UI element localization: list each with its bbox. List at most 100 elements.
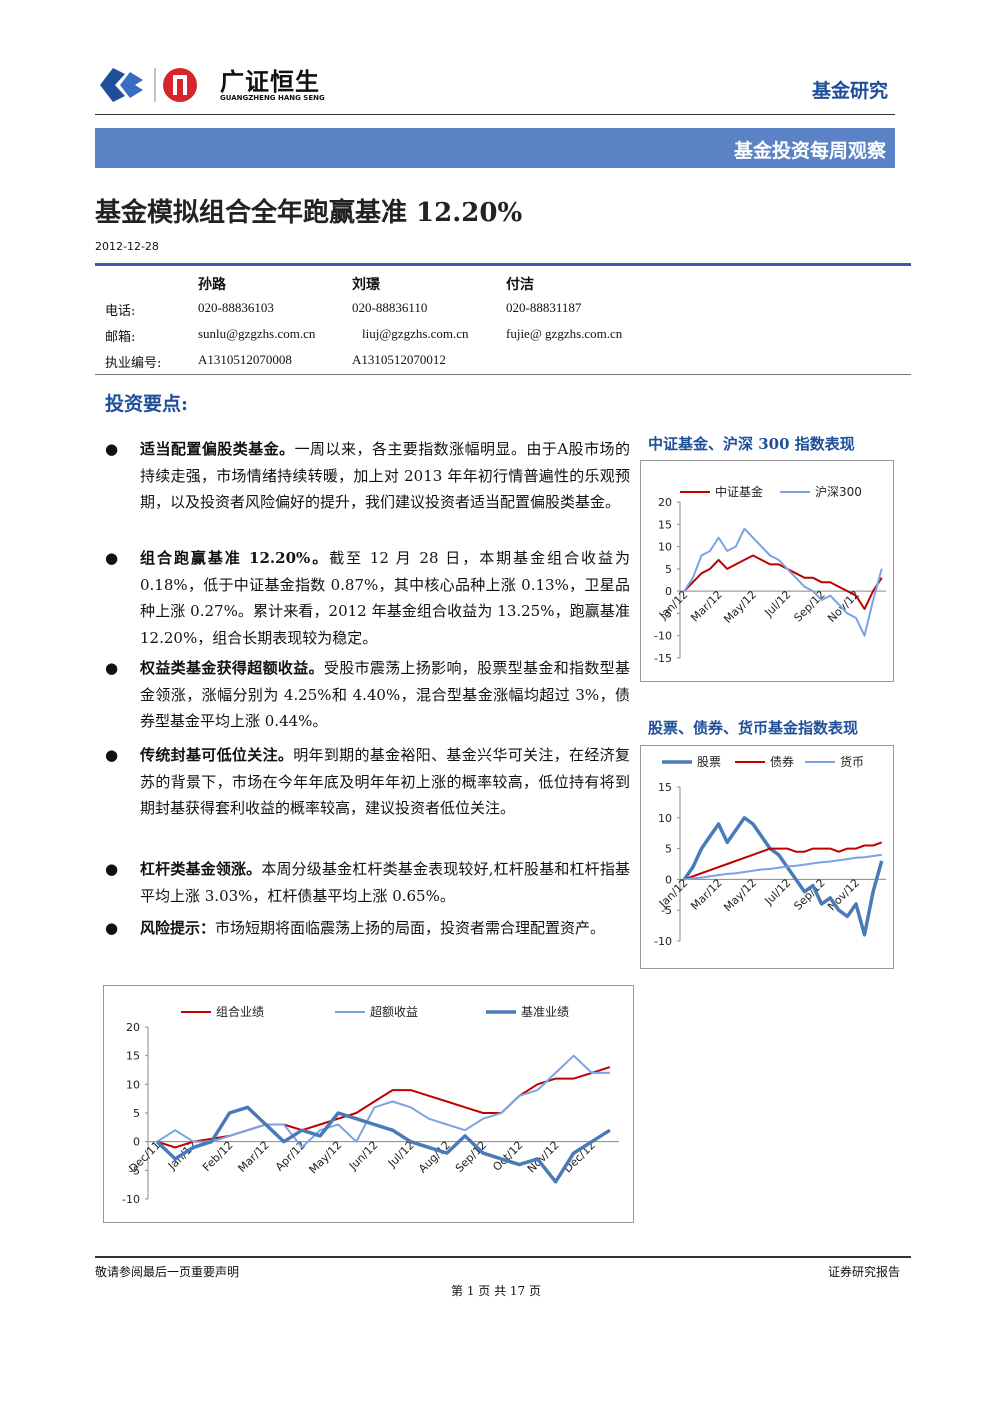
company-en: GUANGZHENG HANG SENG [220, 94, 325, 102]
heading: 投资要点: [105, 393, 189, 415]
page-number: 第 1 页 共 17 页 [451, 1284, 541, 1298]
chart-frame [640, 745, 894, 969]
rule [95, 263, 911, 266]
legend-label: 中证基金 [715, 484, 763, 499]
text: 截至 12 月 28 日，本期基金组合收益为 0.18%，低于中证基金指数 0.… [140, 549, 630, 647]
y-tick-label: 10 [658, 812, 672, 825]
y-tick-label: -15 [654, 652, 672, 665]
author-name: 孙路 [198, 277, 226, 293]
rule [95, 114, 895, 115]
bullet-text: 组合跑赢基准 12.20%。截至 12 月 28 日，本期基金组合收益为 0.1… [140, 545, 630, 651]
legend-label: 超额收益 [370, 1004, 418, 1019]
legend-label: 沪深300 [815, 485, 862, 499]
bullet-item: ● 杠杆类基金领涨。本周分级基金杠杆类基金表现较好,杠杆股基和杠杆指基平均上涨 3… [105, 856, 630, 909]
chart-title: 股票、债券、货币基金指数表现 [648, 719, 859, 737]
title: 基金模拟组合全年跑赢基准 12.20% [95, 198, 523, 228]
row-label: 邮箱: [105, 330, 136, 345]
y-tick-label: 15 [126, 1050, 140, 1063]
bullet: ● [105, 860, 119, 878]
rule [95, 1256, 911, 1258]
lead: 传统封基可低位关注。 [140, 746, 294, 764]
y-tick-label: -10 [122, 1193, 140, 1206]
text: 市场短期将面临震荡上扬的局面，投资者需合理配置资产。 [215, 919, 606, 937]
logo [100, 68, 197, 102]
section: 基金研究 [811, 80, 888, 102]
lead: 权益类基金获得超额收益。 [140, 659, 324, 677]
bullet-item: ● 风险提示：市场短期将面临震荡上扬的局面，投资者需合理配置资产。 [105, 915, 630, 942]
y-tick-label: 5 [665, 843, 672, 856]
bullet-text: 适当配置偏股类基金。一周以来，各主要指数涨幅明显。由于A股市场的持续走强，市场情… [140, 436, 630, 516]
y-tick-label: 0 [665, 873, 672, 886]
row-label: 执业编号: [105, 356, 162, 371]
author-name: 刘璟 [352, 277, 380, 293]
lead: 风险提示： [140, 919, 216, 937]
legend-label: 股票 [697, 755, 721, 769]
rule [95, 374, 911, 375]
y-tick-label: 15 [658, 781, 672, 794]
series-line [683, 554, 883, 610]
contact: sunlu@gzgzhs.com.cn [198, 326, 316, 341]
series-line [155, 1105, 611, 1184]
y-tick-label: -5 [661, 607, 672, 620]
bullet: ● [105, 746, 119, 764]
bullet: ● [105, 440, 119, 458]
y-tick-label: 10 [658, 541, 672, 554]
y-tick-label: 10 [126, 1078, 140, 1091]
bullet-text: 权益类基金获得超额收益。受股市震荡上扬影响，股票型基金和指数型基金领涨，涨幅分别… [140, 655, 630, 735]
text: 明年到期的基金裕阳、基金兴华可关注，在经济复苏的背景下，市场在今年年底及明年年初… [140, 746, 630, 817]
bullet: ● [105, 659, 119, 677]
bullet-item: ● 传统封基可低位关注。明年到期的基金裕阳、基金兴华可关注，在经济复苏的背景下，市… [105, 742, 630, 822]
company: 广证恒生 [220, 67, 320, 96]
contact: fujie@ gzgzhs.com.cn [506, 326, 623, 341]
text: 本周分级基金杠杆类基金表现较好,杠杆股基和杠杆指基平均上涨 3.03%，杠杆债基… [140, 860, 630, 905]
chart-frame [103, 985, 634, 1223]
contact: 020-88831187 [506, 300, 582, 315]
bullet-text: 风险提示：市场短期将面临震荡上扬的局面，投资者需合理配置资产。 [140, 915, 630, 942]
row-label: 电话: [105, 304, 136, 319]
chart-frame [640, 460, 894, 682]
series-line [684, 853, 882, 881]
bullet: ● [105, 919, 119, 937]
footer-left: 敬请参阅最后一页重要声明 [95, 1265, 240, 1279]
legend-label: 组合业绩 [216, 1004, 264, 1019]
bullet-text: 杠杆类基金领涨。本周分级基金杠杆类基金表现较好,杠杆股基和杠杆指基平均上涨 3.… [140, 856, 630, 909]
y-tick-label: 20 [126, 1021, 140, 1034]
legend-label: 债券 [770, 754, 794, 769]
chart-title: 中证基金、沪深 300 指数表现 [648, 435, 855, 453]
y-tick-label: 20 [658, 496, 672, 509]
y-tick-label: 5 [133, 1107, 140, 1120]
date: 2012-12-28 [95, 240, 159, 253]
legend-label: 货币 [840, 754, 864, 769]
banner [95, 128, 895, 168]
series-line [683, 841, 883, 881]
bullet: ● [105, 549, 119, 567]
bullet-text: 传统封基可低位关注。明年到期的基金裕阳、基金兴华可关注，在经济复苏的背景下，市场… [140, 742, 630, 822]
lead: 组合跑赢基准 12.20%。 [140, 549, 330, 567]
series-line [682, 816, 884, 937]
lead: 杠杆类基金领涨。 [140, 860, 262, 878]
footer-right: 证券研究报告 [827, 1265, 900, 1279]
y-tick-label: -5 [661, 904, 672, 917]
lead: 适当配置偏股类基金。 [140, 440, 295, 458]
bullet-item: ● 权益类基金获得超额收益。受股市震荡上扬影响，股票型基金和指数型基金领涨，涨幅分… [105, 655, 630, 735]
contact: A1310512070008 [198, 352, 292, 367]
series-line [683, 527, 883, 637]
text: 受股市震荡上扬影响，股票型基金和指数型基金领涨，涨幅分别为 4.25%和 4.4… [140, 659, 630, 730]
contact: 020-88836110 [352, 300, 428, 315]
author-name: 付洁 [506, 277, 534, 293]
contact: liuj@gzgzhs.com.cn [362, 326, 469, 341]
y-tick-label: 15 [658, 518, 672, 531]
y-tick-label: -5 [129, 1164, 140, 1177]
legend-label: 基准业绩 [521, 1005, 569, 1019]
y-tick-label: 5 [665, 563, 672, 576]
bullet-item: ● 组合跑赢基准 12.20%。截至 12 月 28 日，本期基金组合收益为 0.… [105, 545, 630, 651]
text: 一周以来，各主要指数涨幅明显。由于A股市场的持续走强，市场情绪持续转暖，加上对 … [140, 440, 630, 511]
series-line [156, 1054, 610, 1149]
contact: A1310512070012 [352, 352, 446, 367]
y-tick-label: 0 [133, 1136, 140, 1149]
bullet-item: ● 适当配置偏股类基金。一周以来，各主要指数涨幅明显。由于A股市场的持续走强，市场… [105, 436, 630, 516]
